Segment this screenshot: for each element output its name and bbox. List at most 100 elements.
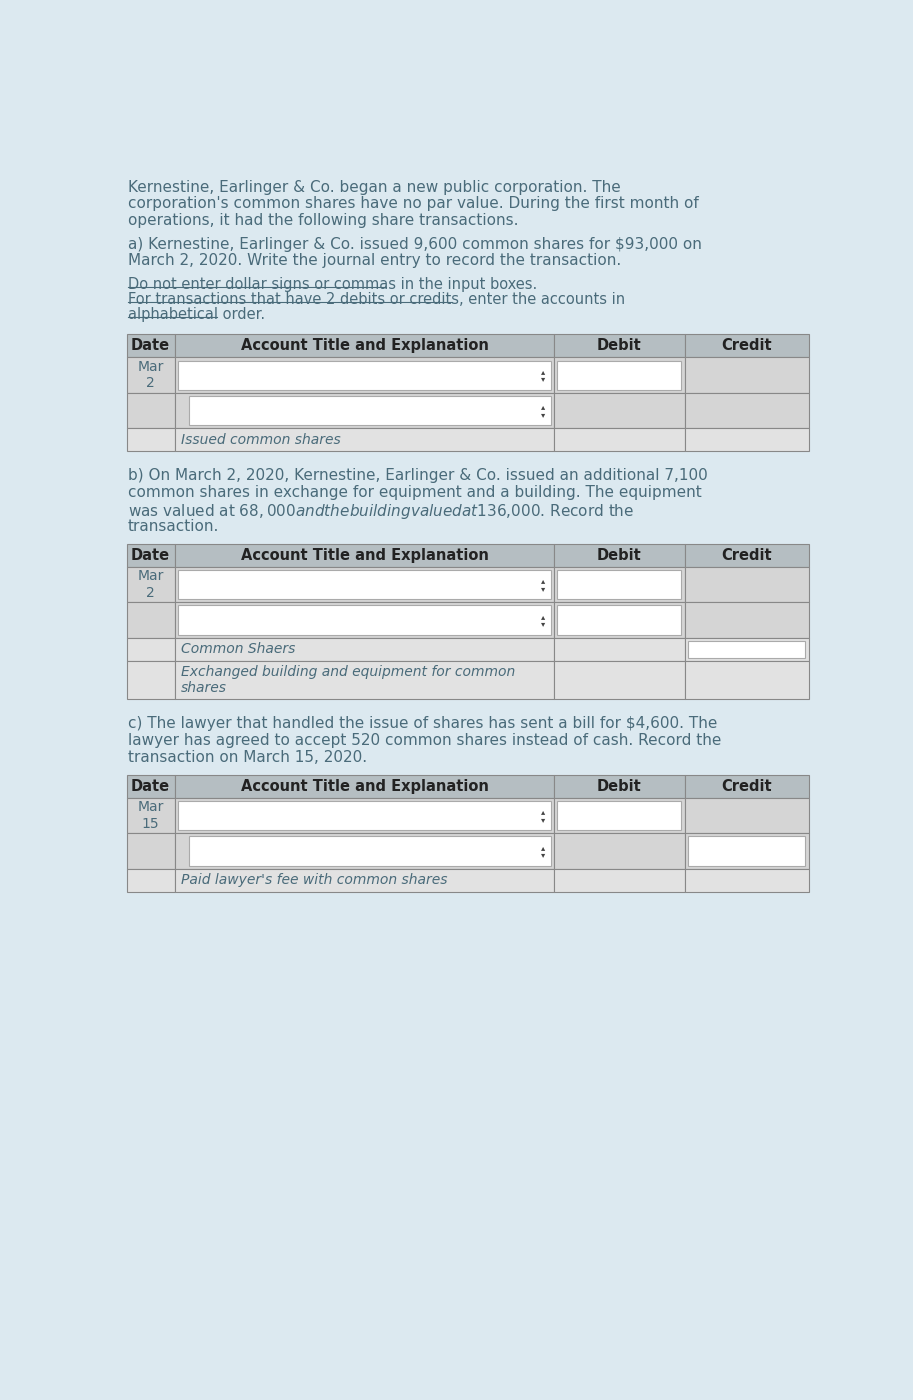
Bar	[127, 357, 174, 393]
Bar	[554, 637, 685, 661]
Text: ▴
▾: ▴ ▾	[541, 577, 546, 592]
Bar	[685, 661, 809, 699]
Bar	[554, 567, 685, 602]
Text: Date: Date	[131, 778, 170, 794]
Bar	[558, 360, 681, 389]
Bar	[174, 661, 554, 699]
Bar	[558, 605, 681, 634]
Bar	[685, 567, 809, 602]
Text: Do not enter dollar signs or commas in the input boxes.: Do not enter dollar signs or commas in t…	[128, 277, 538, 291]
Bar	[554, 833, 685, 868]
Bar	[685, 602, 809, 637]
Text: Debit: Debit	[597, 547, 642, 563]
Bar	[558, 570, 681, 599]
Bar	[174, 543, 554, 567]
Bar	[178, 605, 551, 634]
Text: Paid lawyer's fee with common shares: Paid lawyer's fee with common shares	[181, 874, 447, 888]
Text: c) The lawyer that handled the issue of shares has sent a bill for $4,600. The: c) The lawyer that handled the issue of …	[128, 717, 718, 731]
Text: alphabetical order.: alphabetical order.	[128, 308, 265, 322]
Bar	[127, 335, 174, 357]
Text: Credit: Credit	[721, 547, 771, 563]
Text: b) On March 2, 2020, Kernestine, Earlinger & Co. issued an additional 7,100: b) On March 2, 2020, Kernestine, Earling…	[128, 468, 708, 483]
Text: Credit: Credit	[721, 339, 771, 353]
Text: Credit: Credit	[721, 778, 771, 794]
Bar	[685, 335, 809, 357]
Text: Account Title and Explanation: Account Title and Explanation	[240, 339, 488, 353]
Bar	[174, 428, 554, 451]
Bar	[554, 774, 685, 798]
Bar	[174, 567, 554, 602]
Bar	[685, 868, 809, 892]
Text: Exchanged building and equipment for common
shares: Exchanged building and equipment for com…	[181, 665, 515, 696]
Text: Debit: Debit	[597, 778, 642, 794]
Bar	[127, 428, 174, 451]
Text: transaction.: transaction.	[128, 519, 219, 535]
Bar	[554, 543, 685, 567]
Text: Mar
2: Mar 2	[137, 360, 163, 391]
Text: corporation's common shares have no par value. During the first month of: corporation's common shares have no par …	[128, 196, 698, 211]
Bar	[188, 396, 551, 426]
Text: Common Shaers: Common Shaers	[181, 643, 295, 657]
Text: Kernestine, Earlinger & Co. began a new public corporation. The: Kernestine, Earlinger & Co. began a new …	[128, 179, 621, 195]
Bar	[685, 357, 809, 393]
Bar	[174, 868, 554, 892]
Bar	[127, 798, 174, 833]
Bar	[127, 567, 174, 602]
Bar	[127, 637, 174, 661]
Text: common shares in exchange for equipment and a building. The equipment: common shares in exchange for equipment …	[128, 486, 702, 500]
Text: operations, it had the following share transactions.: operations, it had the following share t…	[128, 213, 519, 228]
Bar	[127, 602, 174, 637]
Bar	[174, 335, 554, 357]
Bar	[685, 393, 809, 428]
Text: ▴
▾: ▴ ▾	[541, 843, 546, 860]
Bar	[687, 641, 805, 658]
Bar	[178, 360, 551, 389]
Bar	[554, 602, 685, 637]
Text: a) Kernestine, Earlinger & Co. issued 9,600 common shares for $93,000 on: a) Kernestine, Earlinger & Co. issued 9,…	[128, 237, 702, 252]
Bar	[685, 428, 809, 451]
Bar	[687, 836, 805, 865]
Text: Date: Date	[131, 547, 170, 563]
Bar	[685, 798, 809, 833]
Text: Account Title and Explanation: Account Title and Explanation	[240, 778, 488, 794]
Bar	[174, 774, 554, 798]
Bar	[685, 637, 809, 661]
Bar	[127, 833, 174, 868]
Bar	[685, 774, 809, 798]
Bar	[174, 602, 554, 637]
Bar	[554, 357, 685, 393]
Text: March 2, 2020. Write the journal entry to record the transaction.: March 2, 2020. Write the journal entry t…	[128, 253, 622, 269]
Text: Debit: Debit	[597, 339, 642, 353]
Bar	[558, 801, 681, 830]
Bar	[178, 801, 551, 830]
Bar	[174, 637, 554, 661]
Bar	[174, 833, 554, 868]
Text: ▴
▾: ▴ ▾	[541, 808, 546, 823]
Bar	[127, 393, 174, 428]
Text: For transactions that have 2 debits or credits, enter the accounts in: For transactions that have 2 debits or c…	[128, 293, 625, 307]
Bar	[174, 393, 554, 428]
Text: transaction on March 15, 2020.: transaction on March 15, 2020.	[128, 750, 367, 766]
Bar	[554, 428, 685, 451]
Bar	[685, 833, 809, 868]
Text: Account Title and Explanation: Account Title and Explanation	[240, 547, 488, 563]
Text: ▴
▾: ▴ ▾	[541, 402, 546, 419]
Text: was valued at $68,000 and the building valued at $136,000. Record the: was valued at $68,000 and the building v…	[128, 503, 635, 521]
Bar	[554, 393, 685, 428]
Text: ▴
▾: ▴ ▾	[541, 612, 546, 629]
Bar	[178, 570, 551, 599]
Bar	[554, 868, 685, 892]
Bar	[127, 774, 174, 798]
Text: ▴
▾: ▴ ▾	[541, 367, 546, 384]
Text: Mar
2: Mar 2	[137, 570, 163, 599]
Text: Issued common shares: Issued common shares	[181, 433, 341, 447]
Bar	[127, 868, 174, 892]
Bar	[554, 661, 685, 699]
Text: Date: Date	[131, 339, 170, 353]
Bar	[685, 543, 809, 567]
Text: Mar
15: Mar 15	[137, 801, 163, 830]
Bar	[174, 798, 554, 833]
Bar	[127, 661, 174, 699]
Bar	[188, 836, 551, 865]
Bar	[127, 543, 174, 567]
